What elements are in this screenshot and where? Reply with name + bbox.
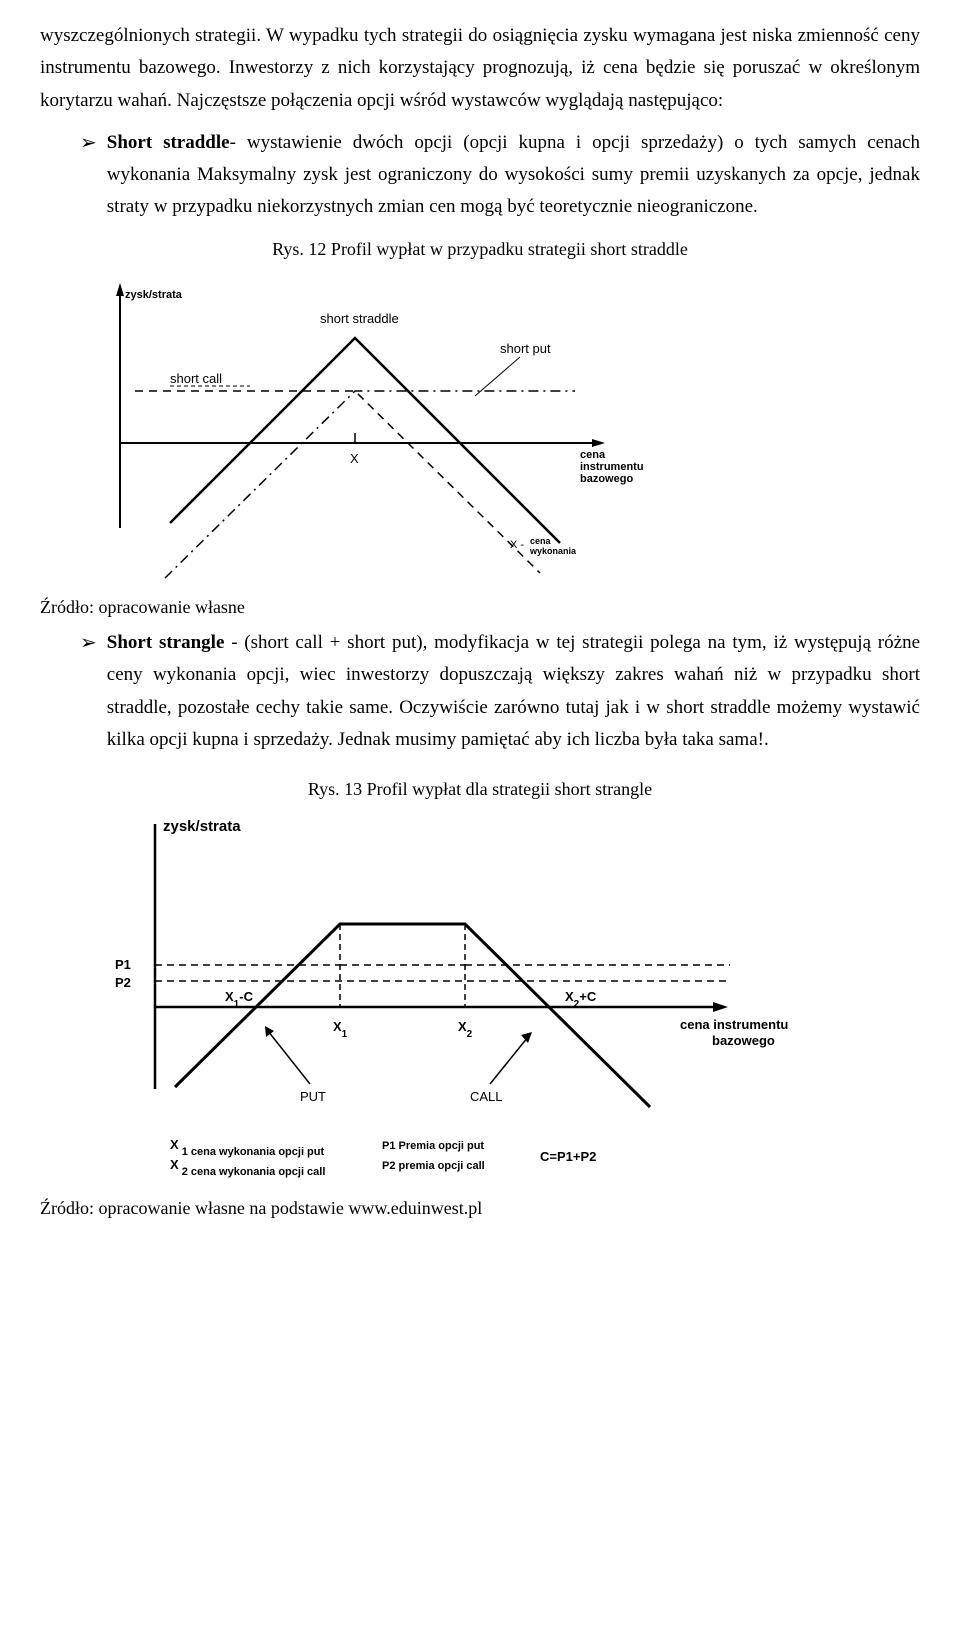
x-legend-a: cena — [530, 536, 552, 546]
x-legend: X - — [510, 539, 524, 551]
bullet-title: Short straddle — [107, 132, 230, 153]
x-tick-label: X — [350, 451, 359, 466]
x-legend-b: wykonania — [529, 546, 577, 556]
source-2: Źródło: opracowanie własne na podstawie … — [40, 1193, 920, 1224]
figure-13-caption: Rys. 13 Profil wypłat dla strategii shor… — [40, 774, 920, 805]
legend-x2: X 2 cena wykonania opcji call — [170, 1157, 325, 1178]
p2-label: P2 — [115, 975, 131, 990]
chart-short-strangle: zysk/strata cena instrumentu bazowego P1… — [40, 809, 920, 1189]
call-label: short call — [170, 371, 222, 386]
call-label: CALL — [470, 1089, 503, 1104]
straddle-label: short straddle — [320, 311, 399, 326]
y-axis-label: zysk/strata — [125, 289, 183, 301]
x2-label: X2 — [458, 1019, 473, 1040]
bullet-body: - (short call + short put), modyfikacja … — [107, 632, 920, 750]
legend-p1: P1 Premia opcji put — [382, 1140, 484, 1152]
y-axis-label: zysk/strata — [163, 818, 241, 835]
bullet-short-straddle: ➢ Short straddle- wystawienie dwóch opcj… — [80, 127, 920, 224]
x-axis-label-3: bazowego — [580, 473, 633, 485]
chart-short-straddle: zysk/strata cena instrumentu bazowego sh… — [40, 268, 920, 588]
source-1: Źródło: opracowanie własne — [40, 592, 920, 623]
bullet-text: Short straddle- wystawienie dwóch opcji … — [107, 127, 920, 224]
figure-12-caption: Rys. 12 Profil wypłat w przypadku strate… — [40, 234, 920, 265]
put-label: PUT — [300, 1089, 326, 1104]
x-axis-label-1: cena instrumentu — [680, 1017, 788, 1032]
legend-c: C=P1+P2 — [540, 1149, 596, 1164]
bullet-title: Short strangle — [107, 632, 225, 653]
bullet-body: - wystawienie dwóch opcji (opcji kupna i… — [107, 132, 920, 218]
p1-label: P1 — [115, 957, 131, 972]
bullet-arrow-icon: ➢ — [80, 627, 97, 659]
put-label: short put — [500, 341, 551, 356]
intro-paragraph: wyszczególnionych strategii. W wypadku t… — [40, 20, 920, 117]
bullet-arrow-icon: ➢ — [80, 127, 97, 159]
bullet-text: Short strangle - (short call + short put… — [107, 627, 920, 756]
legend-p2: P2 premia opcji call — [382, 1160, 485, 1172]
x-axis-label-2: bazowego — [712, 1033, 775, 1048]
x1-label: X1 — [333, 1019, 348, 1040]
legend-x1: X 1 cena wykonania opcji put — [170, 1137, 324, 1158]
bullet-short-strangle: ➢ Short strangle - (short call + short p… — [80, 627, 920, 756]
x-axis-label-1: cena — [580, 449, 606, 461]
x-axis-label-2: instrumentu — [580, 461, 644, 473]
